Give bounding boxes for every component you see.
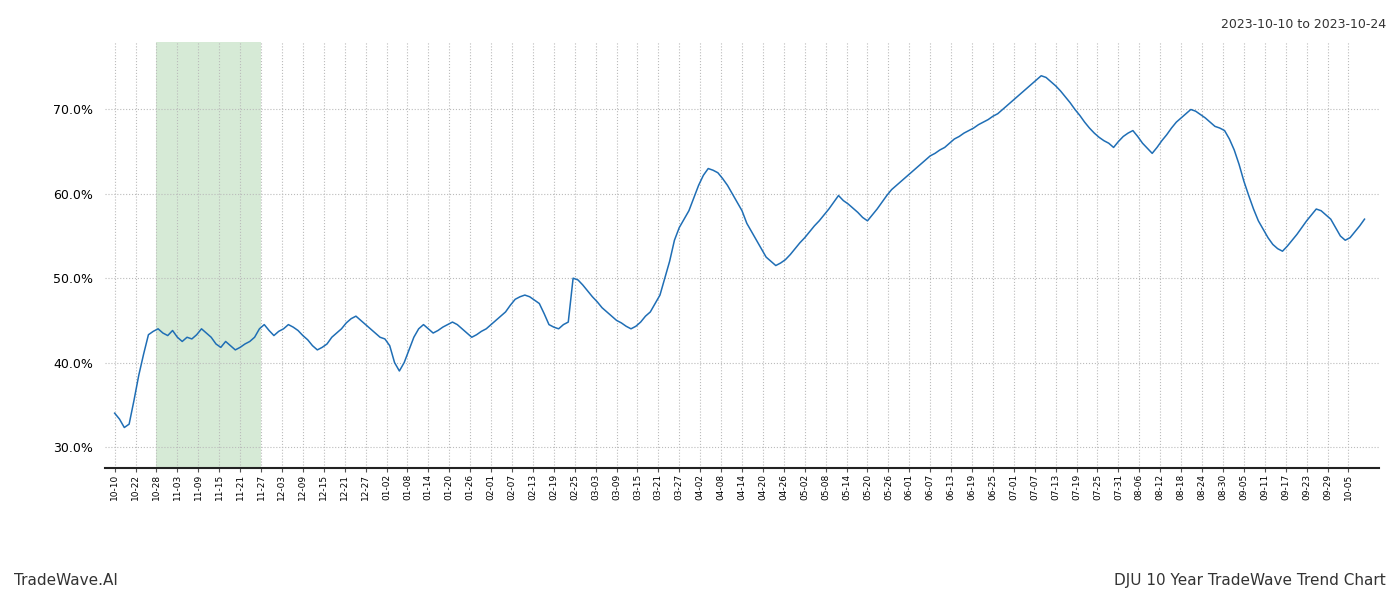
Text: 2023-10-10 to 2023-10-24: 2023-10-10 to 2023-10-24 (1221, 18, 1386, 31)
Text: DJU 10 Year TradeWave Trend Chart: DJU 10 Year TradeWave Trend Chart (1114, 573, 1386, 588)
Bar (157, 42, 260, 468)
Text: TradeWave.AI: TradeWave.AI (14, 573, 118, 588)
